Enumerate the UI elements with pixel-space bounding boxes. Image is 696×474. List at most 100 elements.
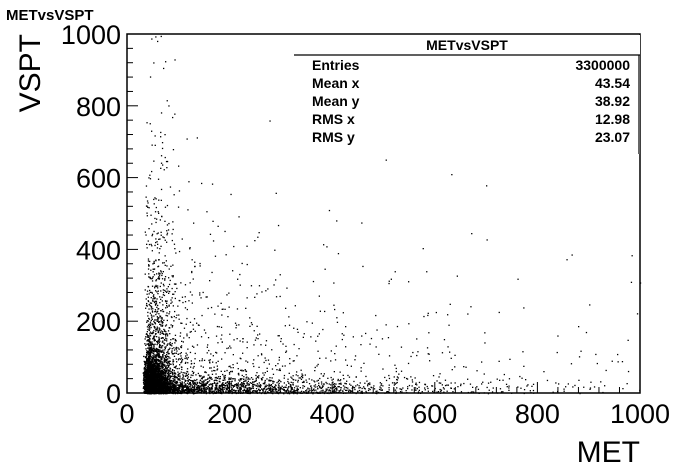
scatter-point xyxy=(155,371,157,373)
scatter-point xyxy=(200,297,202,299)
scatter-point xyxy=(307,391,309,393)
scatter-point xyxy=(164,388,166,390)
scatter-point xyxy=(167,385,169,387)
scatter-point xyxy=(242,392,244,394)
scatter-point xyxy=(145,185,148,187)
scatter-point xyxy=(173,381,175,383)
scatter-point xyxy=(150,390,152,392)
scatter-point xyxy=(143,373,145,375)
scatter-point xyxy=(197,390,200,393)
scatter-point xyxy=(197,390,199,392)
scatter-point xyxy=(233,391,236,394)
scatter-point xyxy=(219,386,221,388)
scatter-point xyxy=(160,356,162,358)
scatter-point xyxy=(268,383,270,385)
scatter-point xyxy=(162,291,165,294)
scatter-point xyxy=(202,392,205,394)
scatter-point xyxy=(164,264,166,266)
scatter-point xyxy=(157,290,159,292)
scatter-point xyxy=(181,381,183,383)
scatter-point xyxy=(143,391,146,393)
scatter-point xyxy=(396,378,398,381)
scatter-point xyxy=(226,385,228,388)
scatter-point xyxy=(153,262,155,264)
scatter-point xyxy=(171,386,173,388)
scatter-point xyxy=(160,290,162,292)
scatter-point xyxy=(189,291,192,293)
scatter-point xyxy=(167,372,170,374)
scatter-point xyxy=(243,389,245,391)
scatter-point xyxy=(156,377,159,379)
scatter-point xyxy=(165,378,167,381)
scatter-point xyxy=(142,381,145,384)
scatter-point xyxy=(173,338,175,340)
scatter-point xyxy=(158,276,160,278)
scatter-point xyxy=(194,384,196,387)
scatter-point xyxy=(393,384,395,386)
scatter-point xyxy=(151,357,154,359)
scatter-point xyxy=(151,291,153,294)
scatter-point xyxy=(166,100,168,102)
scatter-point xyxy=(277,386,279,388)
scatter-point xyxy=(241,383,244,385)
scatter-point xyxy=(203,376,205,378)
scatter-point xyxy=(177,305,179,307)
scatter-point xyxy=(155,389,157,391)
scatter-point xyxy=(170,375,172,377)
scatter-point xyxy=(145,344,147,346)
scatter-point xyxy=(155,355,157,357)
scatter-point xyxy=(267,384,269,387)
scatter-point xyxy=(293,390,295,392)
scatter-point xyxy=(155,392,158,395)
scatter-point xyxy=(147,202,149,204)
scatter-point xyxy=(239,386,241,389)
scatter-point xyxy=(202,376,204,379)
scatter-point xyxy=(410,376,412,378)
scatter-point xyxy=(150,372,152,374)
scatter-point xyxy=(241,378,243,380)
scatter-point xyxy=(148,392,150,394)
scatter-point xyxy=(347,389,349,391)
scatter-point xyxy=(160,357,162,360)
scatter-point xyxy=(162,374,165,376)
scatter-point xyxy=(325,381,327,384)
scatter-point xyxy=(160,131,162,134)
scatter-point xyxy=(301,390,303,392)
scatter-point xyxy=(154,391,156,393)
scatter-point xyxy=(175,346,178,349)
scatter-point xyxy=(153,62,155,64)
scatter-point xyxy=(146,368,148,370)
scatter-point xyxy=(168,283,171,286)
scatter-point xyxy=(160,234,162,236)
scatter-point xyxy=(224,379,226,381)
scatter-point xyxy=(496,378,498,380)
scatter-point xyxy=(436,391,438,393)
scatter-point xyxy=(148,228,150,230)
scatter-point xyxy=(326,382,328,385)
scatter-point xyxy=(166,390,168,392)
scatter-point xyxy=(151,370,153,372)
scatter-point xyxy=(166,372,169,375)
scatter-point xyxy=(161,379,163,381)
scatter-point xyxy=(147,343,149,345)
scatter-point xyxy=(163,392,165,395)
scatter-point xyxy=(167,366,170,368)
scatter-point xyxy=(158,327,160,329)
scatter-point xyxy=(166,335,169,337)
scatter-point xyxy=(156,392,158,394)
scatter-point xyxy=(320,390,322,392)
scatter-point xyxy=(215,392,217,394)
scatter-point xyxy=(196,390,198,392)
scatter-point xyxy=(174,379,176,381)
scatter-point xyxy=(351,390,353,392)
scatter-point xyxy=(237,383,239,385)
scatter-point xyxy=(309,390,311,392)
scatter-point xyxy=(144,273,146,275)
scatter-point xyxy=(272,392,274,395)
scatter-point xyxy=(198,387,200,389)
scatter-point xyxy=(313,388,315,390)
scatter-point xyxy=(183,390,185,392)
scatter-point xyxy=(382,385,384,387)
scatter-point xyxy=(147,388,150,390)
scatter-point xyxy=(200,377,203,380)
